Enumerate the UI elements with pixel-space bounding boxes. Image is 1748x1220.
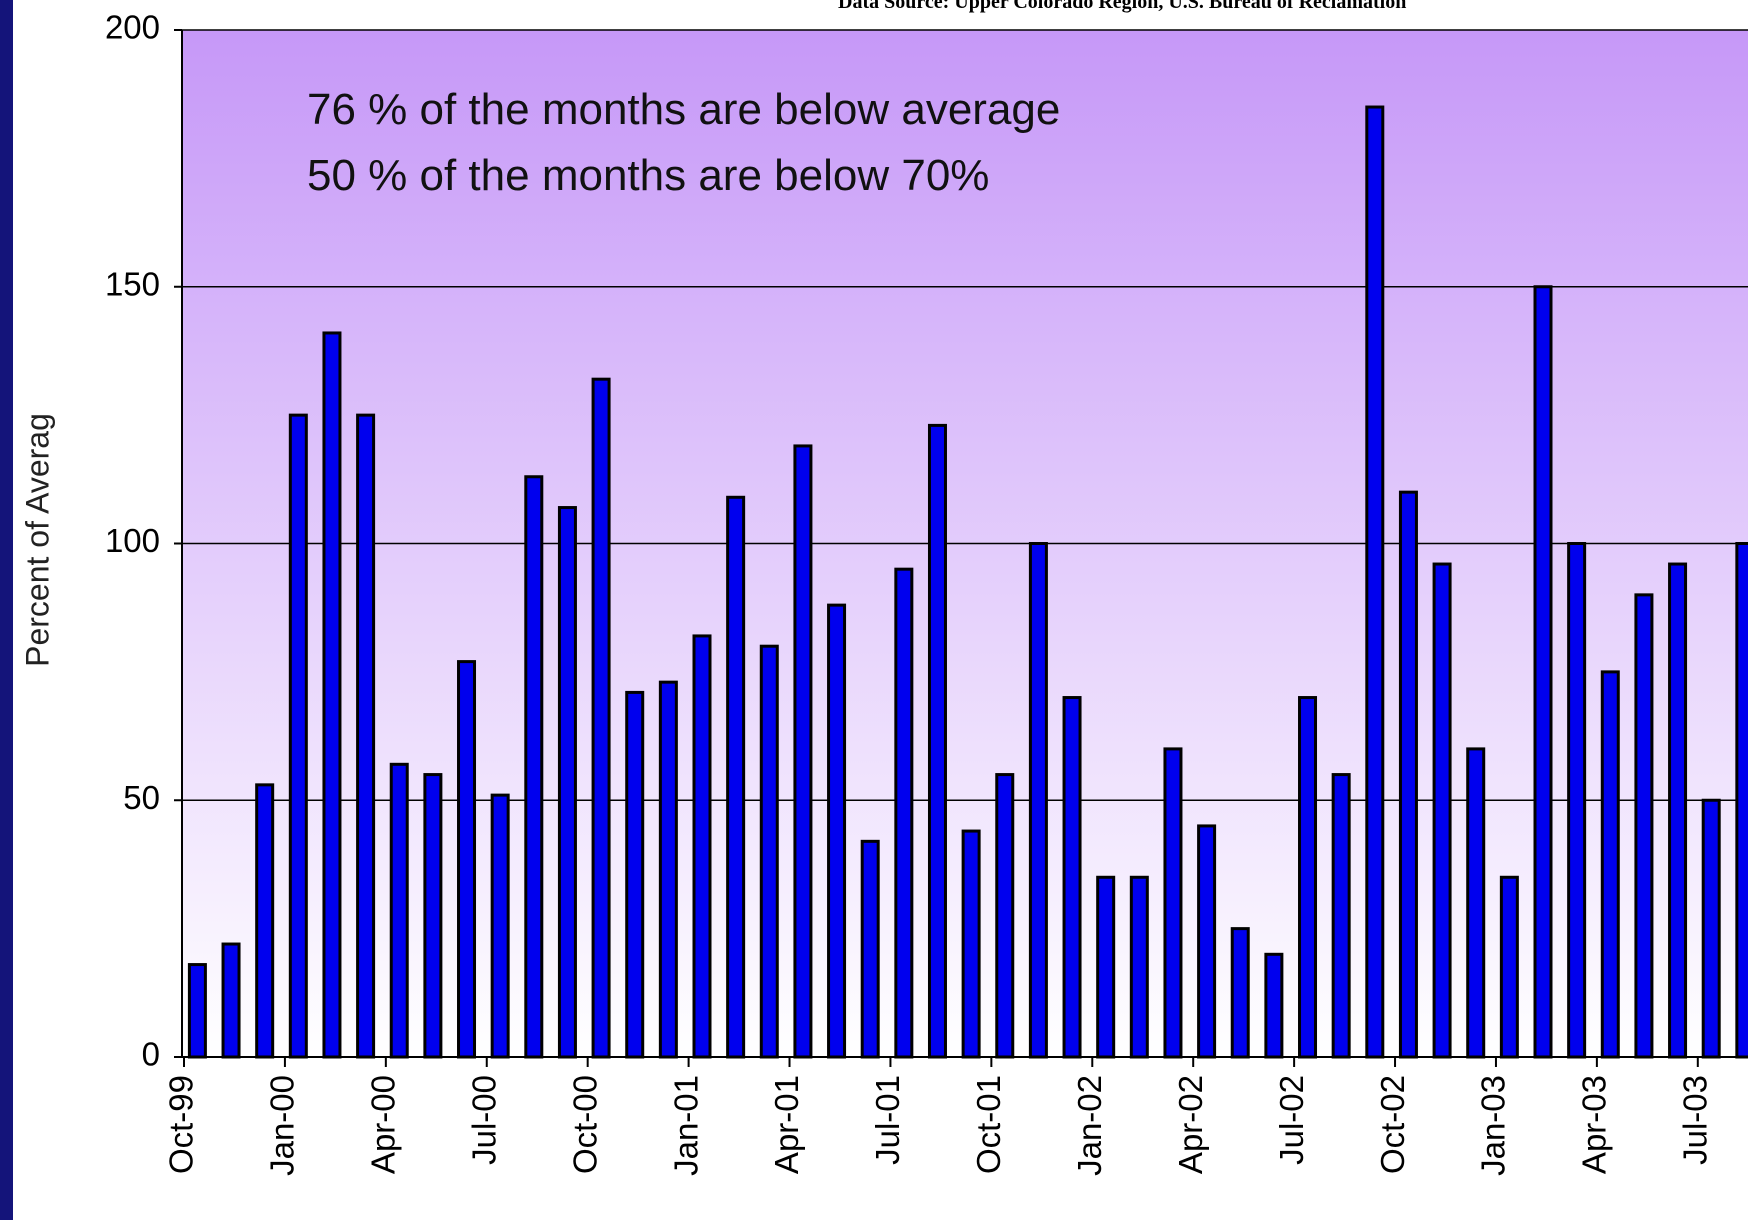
y-tick-label: 50 (123, 779, 160, 816)
bar (927, 423, 947, 1059)
x-tick-label: Jul-03 (1677, 1075, 1714, 1165)
x-tick-label: Jan-00 (264, 1075, 301, 1176)
bar (1466, 747, 1486, 1059)
x-tick-label: Oct-02 (1374, 1075, 1411, 1174)
bar (658, 680, 678, 1059)
bar (1600, 670, 1620, 1059)
bar (255, 783, 275, 1059)
bar (1230, 927, 1250, 1059)
bar (322, 331, 342, 1059)
bar (961, 829, 981, 1059)
x-tick-label: Apr-01 (768, 1075, 805, 1174)
y-tick-label: 150 (105, 265, 160, 302)
bar (1735, 542, 1748, 1059)
y-tick-label: 200 (105, 9, 160, 46)
bar (1062, 696, 1082, 1059)
bar (827, 603, 847, 1059)
y-tick-label: 0 (142, 1036, 160, 1073)
bar (1163, 747, 1183, 1059)
bar (1634, 593, 1654, 1059)
bar (1365, 105, 1385, 1059)
y-axis-label: Percent of Averag (19, 413, 55, 667)
bar (1432, 562, 1452, 1059)
bar (860, 839, 880, 1059)
bar (1533, 285, 1553, 1059)
x-tick-label: Oct-01 (970, 1075, 1007, 1174)
x-tick-label: Jul-02 (1273, 1075, 1310, 1165)
x-tick-label: Jul-01 (869, 1075, 906, 1165)
bar (356, 413, 376, 1059)
x-tick-label: Jan-03 (1475, 1075, 1512, 1176)
bar (894, 567, 914, 1059)
bar (759, 644, 779, 1059)
bar (692, 634, 712, 1059)
bar (793, 444, 813, 1059)
y-tick-label: 100 (105, 522, 160, 559)
bar (557, 506, 577, 1059)
bar (1499, 875, 1519, 1059)
side-strip (0, 0, 13, 1220)
bar (726, 495, 746, 1059)
bar (187, 963, 207, 1059)
bar (221, 942, 241, 1059)
bar (288, 413, 308, 1059)
bar (490, 793, 510, 1059)
annotation: 50 % of the months are below 70% (307, 151, 989, 200)
bar (389, 762, 409, 1059)
bar (457, 660, 477, 1059)
bar (591, 377, 611, 1059)
annotation: 76 % of the months are below average (307, 85, 1060, 134)
x-tick-label: Apr-00 (365, 1075, 402, 1174)
x-tick-label: Jan-02 (1071, 1075, 1108, 1176)
x-tick-label: Oct-00 (566, 1075, 603, 1174)
bar (1701, 798, 1721, 1059)
bar (1096, 875, 1116, 1059)
bar (1331, 773, 1351, 1059)
source-note: Data Source: Upper Colorado Region, U.S.… (838, 0, 1406, 13)
bar (1668, 562, 1688, 1059)
x-tick-label: Jul-00 (465, 1075, 502, 1165)
bar (524, 475, 544, 1059)
bar (1264, 952, 1284, 1059)
bar (1129, 875, 1149, 1059)
bar (995, 773, 1015, 1059)
bar (1197, 824, 1217, 1059)
x-tick-label: Jan-01 (667, 1075, 704, 1176)
bar (1298, 696, 1318, 1059)
x-tick-label: Oct-99 (163, 1075, 200, 1174)
bar (423, 773, 443, 1059)
bar (1567, 542, 1587, 1059)
x-tick-label: Apr-03 (1576, 1075, 1613, 1174)
bar (1028, 542, 1048, 1059)
bar (625, 690, 645, 1059)
x-tick-label: Apr-02 (1172, 1075, 1209, 1174)
bar (1398, 490, 1418, 1059)
